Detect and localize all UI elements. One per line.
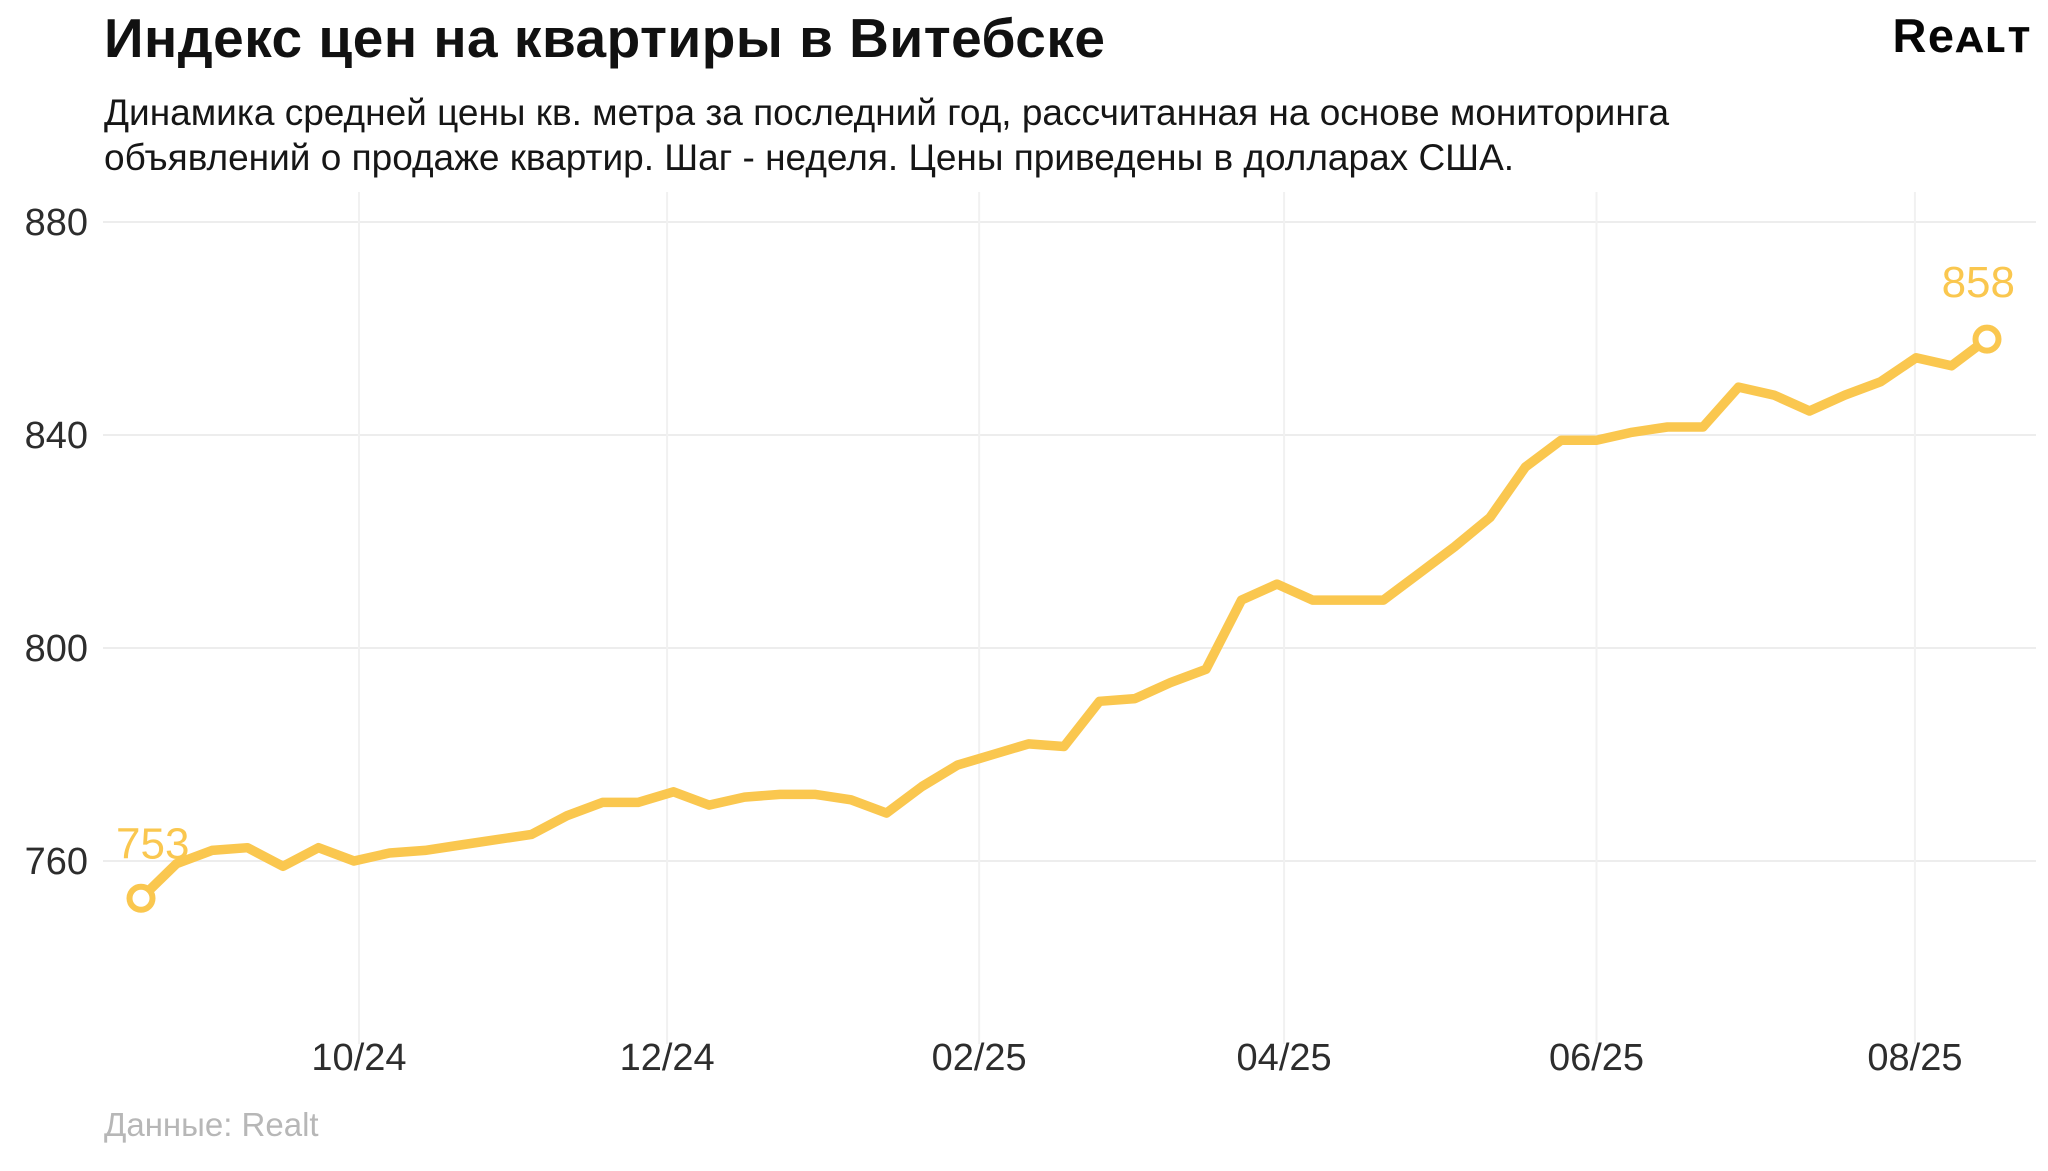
subtitle-line-2: объявлений о продаже квартир. Шаг - неде… [104,137,1515,178]
x-tick-label: 04/25 [1237,1037,1332,1079]
start-value-label: 753 [116,819,189,868]
x-tick-label: 12/24 [620,1037,715,1079]
y-tick-label: 840 [25,415,88,457]
end-point-marker [1972,324,2002,354]
y-tick-label: 800 [25,628,88,670]
price-line [136,334,1992,904]
x-tick-label: 02/25 [932,1037,1027,1079]
y-tick-label: 760 [25,841,88,883]
y-tick-label: 880 [25,202,88,244]
x-tick-label: 08/25 [1867,1037,1962,1079]
chart-subtitle: Динамика средней цены кв. метра за после… [104,90,1669,180]
data-source-label: Данные: Realt [104,1106,319,1143]
end-value-label: 858 [1942,258,2015,307]
x-tick-label: 10/24 [311,1037,406,1079]
x-tick-label: 06/25 [1549,1037,1644,1079]
realt-logo: Reᴀʟᴛ [1892,9,2032,62]
start-point-marker [126,883,156,913]
subtitle-line-1: Динамика средней цены кв. метра за после… [104,92,1670,133]
page-title: Индекс цен на квартиры в Витебске [104,7,1106,69]
